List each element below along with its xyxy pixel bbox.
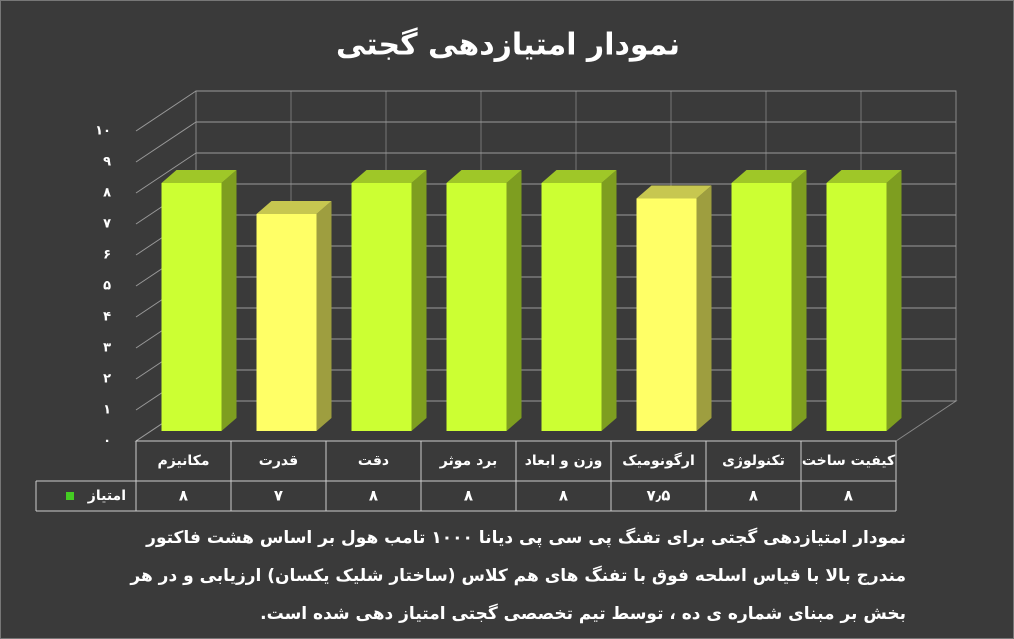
x-tick-label: برد موثر — [439, 453, 497, 469]
bar — [826, 183, 887, 431]
grid-line — [135, 90, 197, 132]
caption: نمودار امتیازدهی گجتی برای تفنگ پی سی پی… — [130, 528, 906, 624]
bar — [161, 183, 222, 431]
bar — [256, 214, 317, 431]
bar-side — [221, 170, 237, 431]
y-tick-label: ۶ — [103, 248, 111, 263]
x-tick-label: قدرت — [259, 453, 298, 469]
value-label: ۸ — [179, 487, 188, 505]
grid-line — [135, 152, 197, 194]
bar-top — [446, 170, 522, 183]
bar — [731, 183, 792, 431]
bar-side — [886, 170, 902, 431]
y-tick-label: ۱۰ — [95, 124, 111, 139]
x-tick-label: کیفیت ساخت — [802, 453, 896, 469]
bar — [446, 183, 507, 431]
bar — [636, 198, 697, 431]
bar-top — [731, 170, 807, 183]
bar-top — [351, 170, 427, 183]
bar-top — [541, 170, 617, 183]
bar-side — [696, 185, 712, 431]
x-tick-label: مکانیزم — [157, 453, 209, 469]
bar-top — [636, 185, 712, 199]
y-tick-label: ۲ — [103, 372, 111, 387]
bar — [351, 183, 412, 431]
legend-marker — [66, 492, 74, 500]
y-tick-label: ۰ — [103, 434, 111, 449]
y-tick-label: ۵ — [103, 279, 111, 294]
legend-label: امتیاز — [87, 488, 126, 504]
y-tick-label: ۷ — [103, 217, 111, 232]
x-tick-label: وزن و ابعاد — [525, 453, 603, 469]
value-label: ۸ — [749, 487, 758, 505]
bar-side — [791, 170, 807, 431]
bar-side — [411, 170, 427, 431]
bar — [541, 183, 602, 431]
value-label: ۷٫۵ — [647, 487, 671, 505]
bar-top — [256, 201, 332, 214]
bar-side — [601, 170, 617, 431]
y-tick-label: ۳ — [103, 341, 111, 356]
y-tick-label: ۸ — [103, 186, 111, 201]
bar-top — [826, 170, 902, 183]
grid-line — [135, 121, 197, 163]
value-label: ۸ — [844, 487, 853, 505]
value-label: ۸ — [464, 487, 473, 505]
x-tick-label: دقت — [358, 453, 389, 469]
value-label: ۷ — [274, 487, 283, 505]
x-tick-label: تکنولوژی — [722, 453, 785, 469]
y-tick-label: ۴ — [103, 310, 111, 325]
value-label: ۸ — [369, 487, 378, 505]
bar-side — [506, 170, 522, 431]
bar-top — [161, 170, 237, 183]
y-tick-label: ۱ — [103, 403, 111, 418]
bar-side — [316, 201, 332, 431]
chart-title: نمودار امتیازدهی گجتی — [336, 27, 680, 63]
value-label: ۸ — [559, 487, 568, 505]
x-tick-label: ارگونومیک — [622, 452, 695, 469]
y-tick-label: ۹ — [103, 155, 111, 170]
